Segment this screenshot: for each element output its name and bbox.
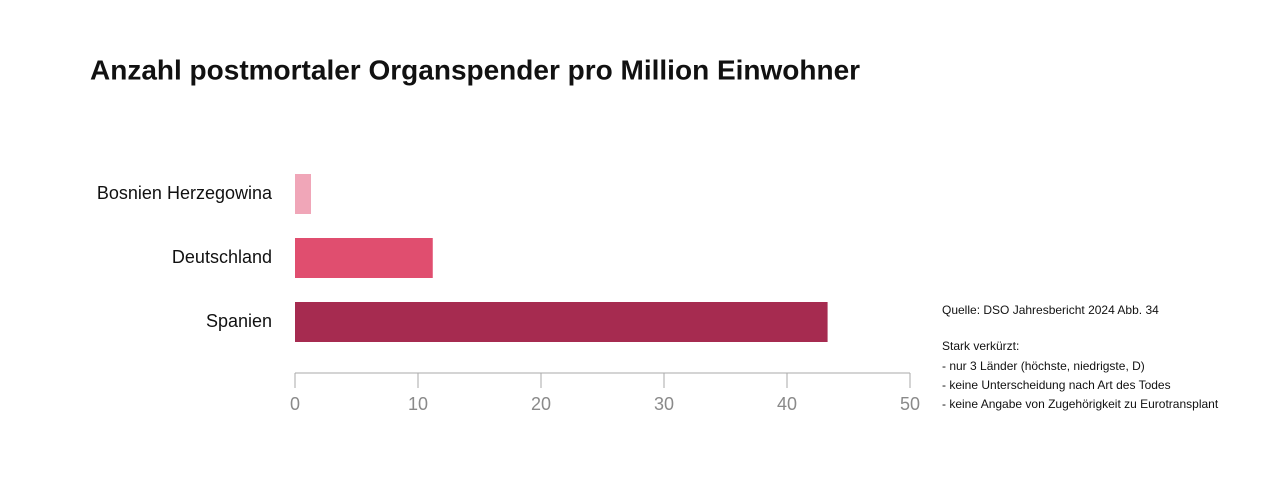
x-tick-label: 30 — [654, 394, 674, 414]
x-tick-label: 20 — [531, 394, 551, 414]
x-tick-label: 50 — [900, 394, 920, 414]
bar — [295, 302, 828, 342]
x-tick-label: 10 — [408, 394, 428, 414]
y-tick-label: Bosnien Herzegowina — [97, 183, 273, 203]
annotation: - nur 3 Länder (höchste, niedrigste, D) — [942, 359, 1145, 373]
annotation: - keine Unterscheidung nach Art des Tode… — [942, 378, 1171, 392]
y-tick-label: Deutschland — [172, 247, 272, 267]
y-tick-label: Spanien — [206, 311, 272, 331]
x-tick-label: 0 — [290, 394, 300, 414]
chart-title: Anzahl postmortaler Organspender pro Mil… — [90, 54, 860, 85]
annotation: Stark verkürzt: — [942, 339, 1019, 353]
bar — [295, 238, 433, 278]
annotation: - keine Angabe von Zugehörigkeit zu Euro… — [942, 397, 1219, 411]
x-tick-label: 40 — [777, 394, 797, 414]
annotation: Quelle: DSO Jahresbericht 2024 Abb. 34 — [942, 303, 1159, 317]
bar — [295, 174, 311, 214]
